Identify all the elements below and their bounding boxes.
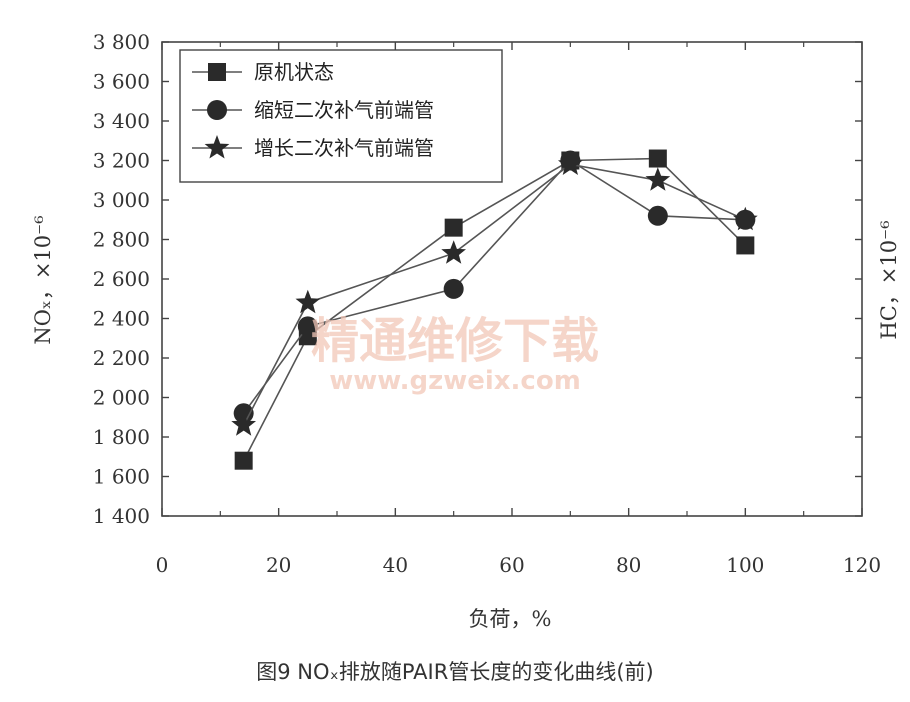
y-tick-label: 3 600 (93, 70, 150, 94)
figure-caption: 图9 NOₓ排放随PAIR管长度的变化曲线(前) (256, 660, 654, 684)
star-marker (733, 206, 758, 231)
y-tick-label: 1 400 (93, 504, 150, 528)
series-line (242, 163, 746, 426)
square-marker (648, 149, 667, 168)
x-tick-label: 120 (843, 553, 881, 577)
legend-label: 增长二次补气前端管 (254, 136, 434, 160)
circle-marker (443, 278, 464, 299)
x-tick-label: 100 (726, 553, 764, 577)
y-tick-label: 1 800 (93, 425, 150, 449)
x-tick-label: 20 (266, 553, 291, 577)
y-tick-label: 3 000 (93, 188, 150, 212)
x-tick-label: 60 (499, 553, 524, 577)
y-tick-label: 3 200 (93, 149, 150, 173)
star-marker (231, 412, 256, 436)
square-marker (444, 218, 463, 237)
star-marker (295, 289, 321, 314)
circle-marker (297, 316, 318, 337)
watermark-title: 精通维修下载 (311, 313, 599, 369)
y-tick-label: 2 200 (93, 346, 150, 370)
y-tick-label: 2 600 (93, 267, 150, 291)
x-tick-label: 0 (156, 553, 169, 577)
y-tick-label: 2 800 (93, 228, 150, 252)
y-tick-label: 2 000 (93, 386, 150, 410)
y-tick-label: 3 800 (93, 30, 150, 54)
legend-circle-marker (207, 100, 227, 120)
star-marker (645, 167, 671, 191)
square-marker (736, 236, 755, 255)
series-line (242, 157, 746, 462)
square-marker (234, 451, 253, 470)
series-3 (231, 151, 758, 436)
circle-marker (647, 205, 668, 226)
x-tick-label: 40 (383, 553, 408, 577)
legend-star-marker (204, 135, 230, 159)
x-tick-label: 80 (616, 553, 641, 577)
y-axis-title-right: HC，×10⁻⁶ (877, 220, 901, 339)
legend-label: 缩短二次补气前端管 (254, 98, 434, 122)
series-2 (233, 150, 756, 424)
y-tick-label: 2 400 (93, 307, 150, 331)
x-axis-title: 负荷，% (469, 607, 552, 631)
y-tick-label: 3 400 (93, 109, 150, 133)
chart-area: 1 400 1 600 1 800 2 000 2 200 2 400 2 600 2 800… (31, 30, 901, 631)
star-marker (441, 240, 466, 264)
legend-label: 原机状态 (254, 60, 334, 84)
series-line (243, 159, 746, 414)
star-marker (558, 151, 583, 175)
watermark-url: www.gzweix.com (329, 366, 581, 396)
y-tick-label: 1 600 (93, 465, 150, 489)
legend-square-marker (208, 63, 226, 81)
y-axis-title-left: NOₓ，×10⁻⁶ (31, 215, 55, 344)
